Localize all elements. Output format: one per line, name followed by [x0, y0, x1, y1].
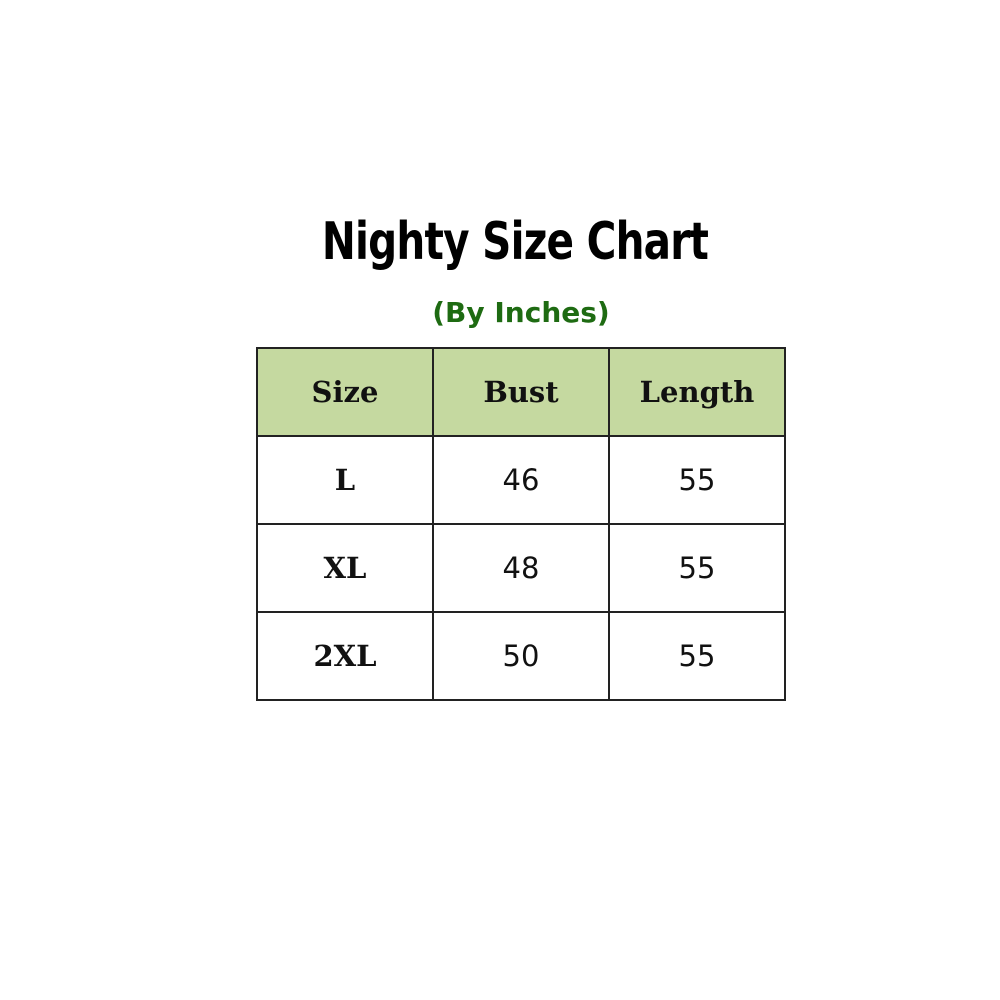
cell-bust: 46 — [432, 435, 610, 525]
table-row: L 46 55 — [256, 435, 786, 525]
cell-bust: 50 — [432, 611, 610, 701]
cell-length: 55 — [608, 523, 786, 613]
size-table: Size Bust Length L 46 55 XL 48 55 2XL 50… — [256, 347, 786, 701]
page-title: Nighty Size Chart — [321, 212, 709, 272]
cell-size: 2XL — [256, 611, 434, 701]
cell-size: XL — [256, 523, 434, 613]
header-length: Length — [608, 347, 786, 437]
table-header-row: Size Bust Length — [256, 347, 786, 437]
cell-size: L — [256, 435, 434, 525]
table-row: XL 48 55 — [256, 523, 786, 613]
header-bust: Bust — [432, 347, 610, 437]
subtitle: (By Inches) — [432, 296, 610, 329]
cell-length: 55 — [608, 611, 786, 701]
header-size: Size — [256, 347, 434, 437]
cell-bust: 48 — [432, 523, 610, 613]
table-row: 2XL 50 55 — [256, 611, 786, 701]
cell-length: 55 — [608, 435, 786, 525]
